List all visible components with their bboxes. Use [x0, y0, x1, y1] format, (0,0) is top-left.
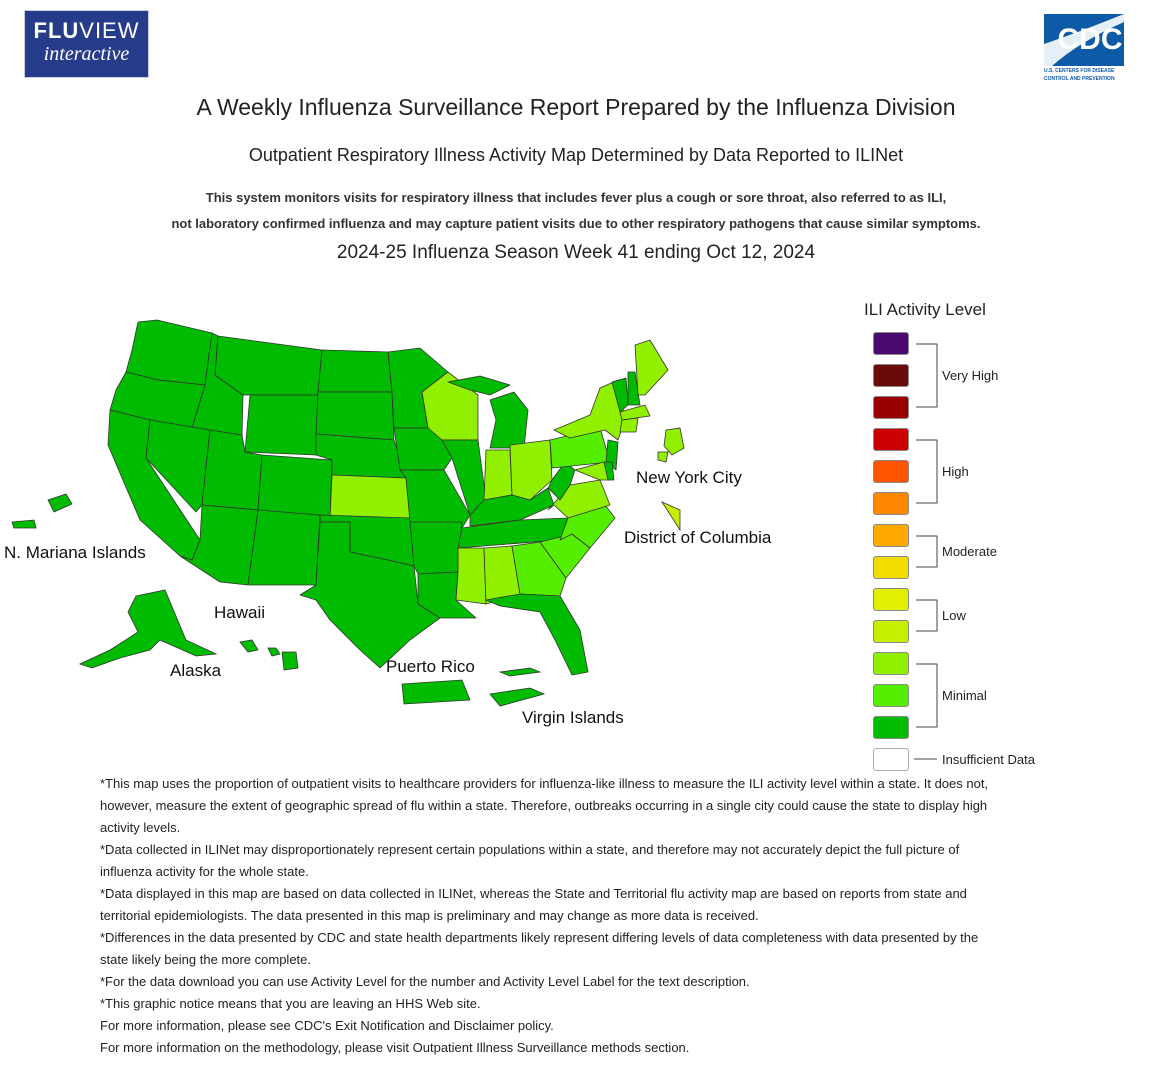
state-georgia	[511, 541, 567, 597]
bracket-moderate	[916, 535, 938, 568]
fluview-logo[interactable]: FLUVIEW interactive	[24, 10, 149, 78]
logo-view-text: VIEW	[79, 18, 140, 43]
label-alaska: Alaska	[170, 661, 222, 680]
label-n-mariana-islands: N. Mariana Islands	[4, 543, 146, 562]
state-maine	[634, 339, 669, 396]
legend-label-low: Low	[942, 608, 966, 623]
nyc-area	[663, 427, 685, 456]
state-wyoming	[244, 394, 319, 456]
label-hawaii: Hawaii	[214, 603, 266, 622]
legend-swatch-9	[873, 588, 909, 611]
legend-label-very-high: Very High	[942, 368, 999, 383]
note-5: *For the data download you can use Activ…	[100, 974, 750, 989]
nyc-callout	[657, 427, 685, 463]
cdc-logo-text: CDC	[1057, 23, 1123, 56]
alaska	[78, 589, 218, 669]
state-south-dakota	[315, 391, 395, 441]
legend-swatch-4	[873, 428, 909, 451]
bracket-high	[916, 439, 938, 504]
legend-title: ILI Activity Level	[864, 300, 986, 319]
label-new-york-city: New York City	[636, 468, 742, 487]
cdc-swoosh-icon	[1044, 14, 1124, 66]
virgin-islands	[489, 667, 546, 707]
note-6: *This graphic notice means that you are …	[100, 996, 481, 1011]
legend-swatch-7	[873, 524, 909, 547]
note-3: *Data displayed in this map are based on…	[100, 886, 967, 923]
state-arkansas	[409, 521, 463, 575]
map-title: Outpatient Respiratory Illness Activity …	[248, 145, 904, 165]
nyc-staten-island	[657, 451, 669, 463]
hawaii	[239, 639, 299, 671]
bracket-low	[916, 599, 938, 632]
label-district-of-columbia: District of Columbia	[624, 528, 772, 547]
legend-swatch-13	[873, 716, 909, 739]
note-8[interactable]: For more information on the methodology,…	[100, 1040, 690, 1055]
us-ili-activity-map[interactable]	[0, 300, 860, 740]
bracket-very-high	[916, 343, 938, 408]
map-description: This system monitors visits for respirat…	[0, 185, 1152, 237]
logo-interactive-text: interactive	[43, 43, 130, 65]
legend-swatch-10	[873, 620, 909, 643]
legend-swatch-12	[873, 684, 909, 707]
state-michigan-up	[447, 375, 511, 396]
state-nevada	[145, 419, 211, 513]
legend-swatch-11	[873, 652, 909, 675]
legend-swatch-14	[873, 748, 909, 771]
cdc-sub-line-1: U.S. CENTERS FOR DISEASE	[1044, 68, 1115, 74]
legend-swatch-3	[873, 396, 909, 419]
note-7[interactable]: For more information, please see CDC's E…	[100, 1018, 554, 1033]
legend-label-insufficient: Insufficient Data	[942, 752, 1035, 767]
legend-swatch-6	[873, 492, 909, 515]
season-week-title: 2024-25 Influenza Season Week 41 ending …	[336, 242, 816, 263]
state-new-mexico	[247, 509, 321, 586]
territories-layer	[11, 493, 546, 707]
dc-area	[660, 501, 681, 532]
note-4: *Differences in the data presented by CD…	[100, 930, 979, 967]
legend-label-high: High	[942, 464, 969, 479]
legend-swatch-5	[873, 460, 909, 483]
state-michigan	[489, 391, 529, 449]
states-layer	[107, 319, 669, 676]
state-florida	[485, 593, 589, 676]
state-ohio	[509, 439, 553, 501]
state-texas	[299, 521, 441, 669]
state-new-hampshire	[627, 371, 641, 406]
description-line-1: This system monitors visits for respirat…	[205, 190, 947, 205]
report-title: A Weekly Influenza Surveillance Report P…	[196, 94, 956, 120]
state-montana	[214, 335, 323, 396]
label-puerto-rico: Puerto Rico	[386, 657, 475, 676]
northern-mariana-islands	[11, 493, 73, 529]
label-virgin-islands: Virgin Islands	[522, 708, 624, 727]
legend-swatch-2	[873, 364, 909, 387]
state-colorado	[257, 454, 333, 519]
state-mississippi	[455, 547, 487, 605]
cdc-logo[interactable]: CDC U.S. CENTERS FOR DISEASE CONTROL AND…	[1044, 14, 1128, 82]
legend-swatch-8	[873, 556, 909, 579]
legend-label-minimal: Minimal	[942, 688, 987, 703]
state-north-dakota	[317, 349, 393, 393]
bracket-minimal	[916, 663, 938, 728]
logo-flu-text: FLU	[33, 18, 80, 43]
state-massachusetts	[619, 404, 651, 421]
footnotes: *This map uses the proportion of outpati…	[100, 773, 1010, 1059]
cdc-sub-line-2: CONTROL AND PREVENTION	[1044, 76, 1115, 82]
legend-label-moderate: Moderate	[942, 544, 997, 559]
description-line-2: not laboratory confirmed influenza and m…	[171, 216, 981, 231]
state-connecticut	[619, 417, 639, 433]
state-delaware	[603, 461, 615, 481]
state-kansas	[329, 474, 411, 519]
state-indiana	[483, 449, 513, 501]
note-1: *This map uses the proportion of outpati…	[100, 776, 989, 835]
puerto-rico	[401, 679, 471, 705]
legend-swatch-1	[873, 332, 909, 355]
note-2: *Data collected in ILINet may disproport…	[100, 842, 960, 879]
